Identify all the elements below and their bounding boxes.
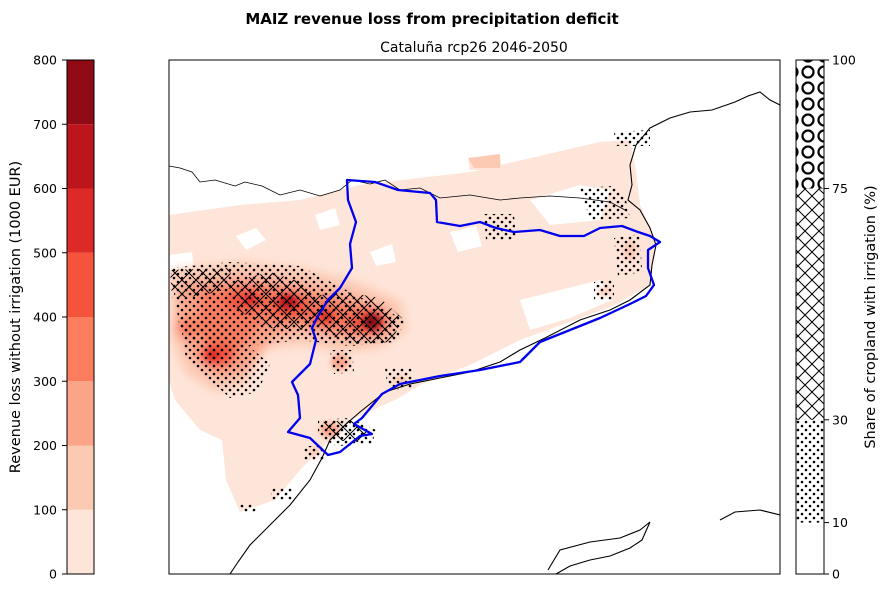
colorbar-right-frame: [795, 59, 825, 575]
colorbar-left: 0 100 200 300 400 500 600 700 800 Revenue loss w…: [8, 53, 95, 582]
coastline: [229, 91, 780, 574]
colorbar-left-tick-label: 200: [33, 438, 57, 453]
colorbar-left-tick-label: 400: [33, 310, 57, 325]
field-hole: [370, 244, 396, 266]
colorbar-left-bin-0: [67, 509, 94, 574]
colorbar-right-tick-label: 0: [832, 567, 840, 582]
field-hole: [170, 252, 194, 270]
colorbar-left-bin-1: [67, 445, 94, 510]
map-panel: [168, 59, 781, 575]
colorbar-left-tick-label: 0: [49, 567, 57, 582]
field-hole: [315, 208, 340, 230]
colorbar-left-tick-label: 300: [33, 374, 57, 389]
field-hole: [236, 228, 266, 250]
field-hole: [520, 280, 612, 330]
colorbar-left-bin-2: [67, 381, 94, 446]
colorbar-right: 0 10 30 75 100 Share of cropland with irriga…: [795, 53, 879, 582]
colorbar-left-tick-label: 500: [33, 245, 57, 260]
colorbar-right-tick-label: 100: [832, 53, 856, 68]
map-frame: [168, 59, 781, 575]
colorbar-right-tick-label: 30: [832, 412, 848, 427]
colorbar-right-bin-none: [796, 522, 824, 574]
field-hole: [450, 226, 482, 252]
region-outline[interactable]: [286, 178, 662, 457]
colorbar-right-bin-dots: [796, 419, 824, 523]
colorbar-left-tick-label: 100: [33, 502, 57, 517]
colorbar-left-bin-7: [67, 60, 94, 125]
colorbar-right-label: Share of cropland with irrigation (%): [863, 185, 879, 448]
island-outline: [547, 509, 780, 574]
loss-field-light: [169, 140, 655, 512]
colorbar-left-bin-4: [67, 252, 94, 317]
colorbar-left-label: Revenue loss without irrigation (1000 EU…: [8, 161, 24, 473]
colorbar-left-bin-5: [67, 188, 94, 253]
colorbar-right-bin-crosshatch: [796, 188, 824, 420]
colorbar-left-tick-label: 700: [33, 117, 57, 132]
colorbar-right-tick-label: 75: [832, 181, 848, 196]
colorbar-left-bin-6: [67, 124, 94, 189]
colorbar-right-tick-label: 10: [832, 515, 848, 530]
figure-title: MAIZ revenue loss from precipitation def…: [245, 10, 618, 28]
colorbar-left-tick-label: 600: [33, 181, 57, 196]
figure-subtitle: Cataluña rcp26 2046-2050: [380, 40, 568, 56]
colorbar-right-bin-circles: [796, 60, 824, 189]
colorbar-left-tick-label: 800: [33, 53, 57, 68]
colorbar-left-bin-3: [67, 317, 94, 382]
loss-field-bin2: [468, 154, 500, 168]
